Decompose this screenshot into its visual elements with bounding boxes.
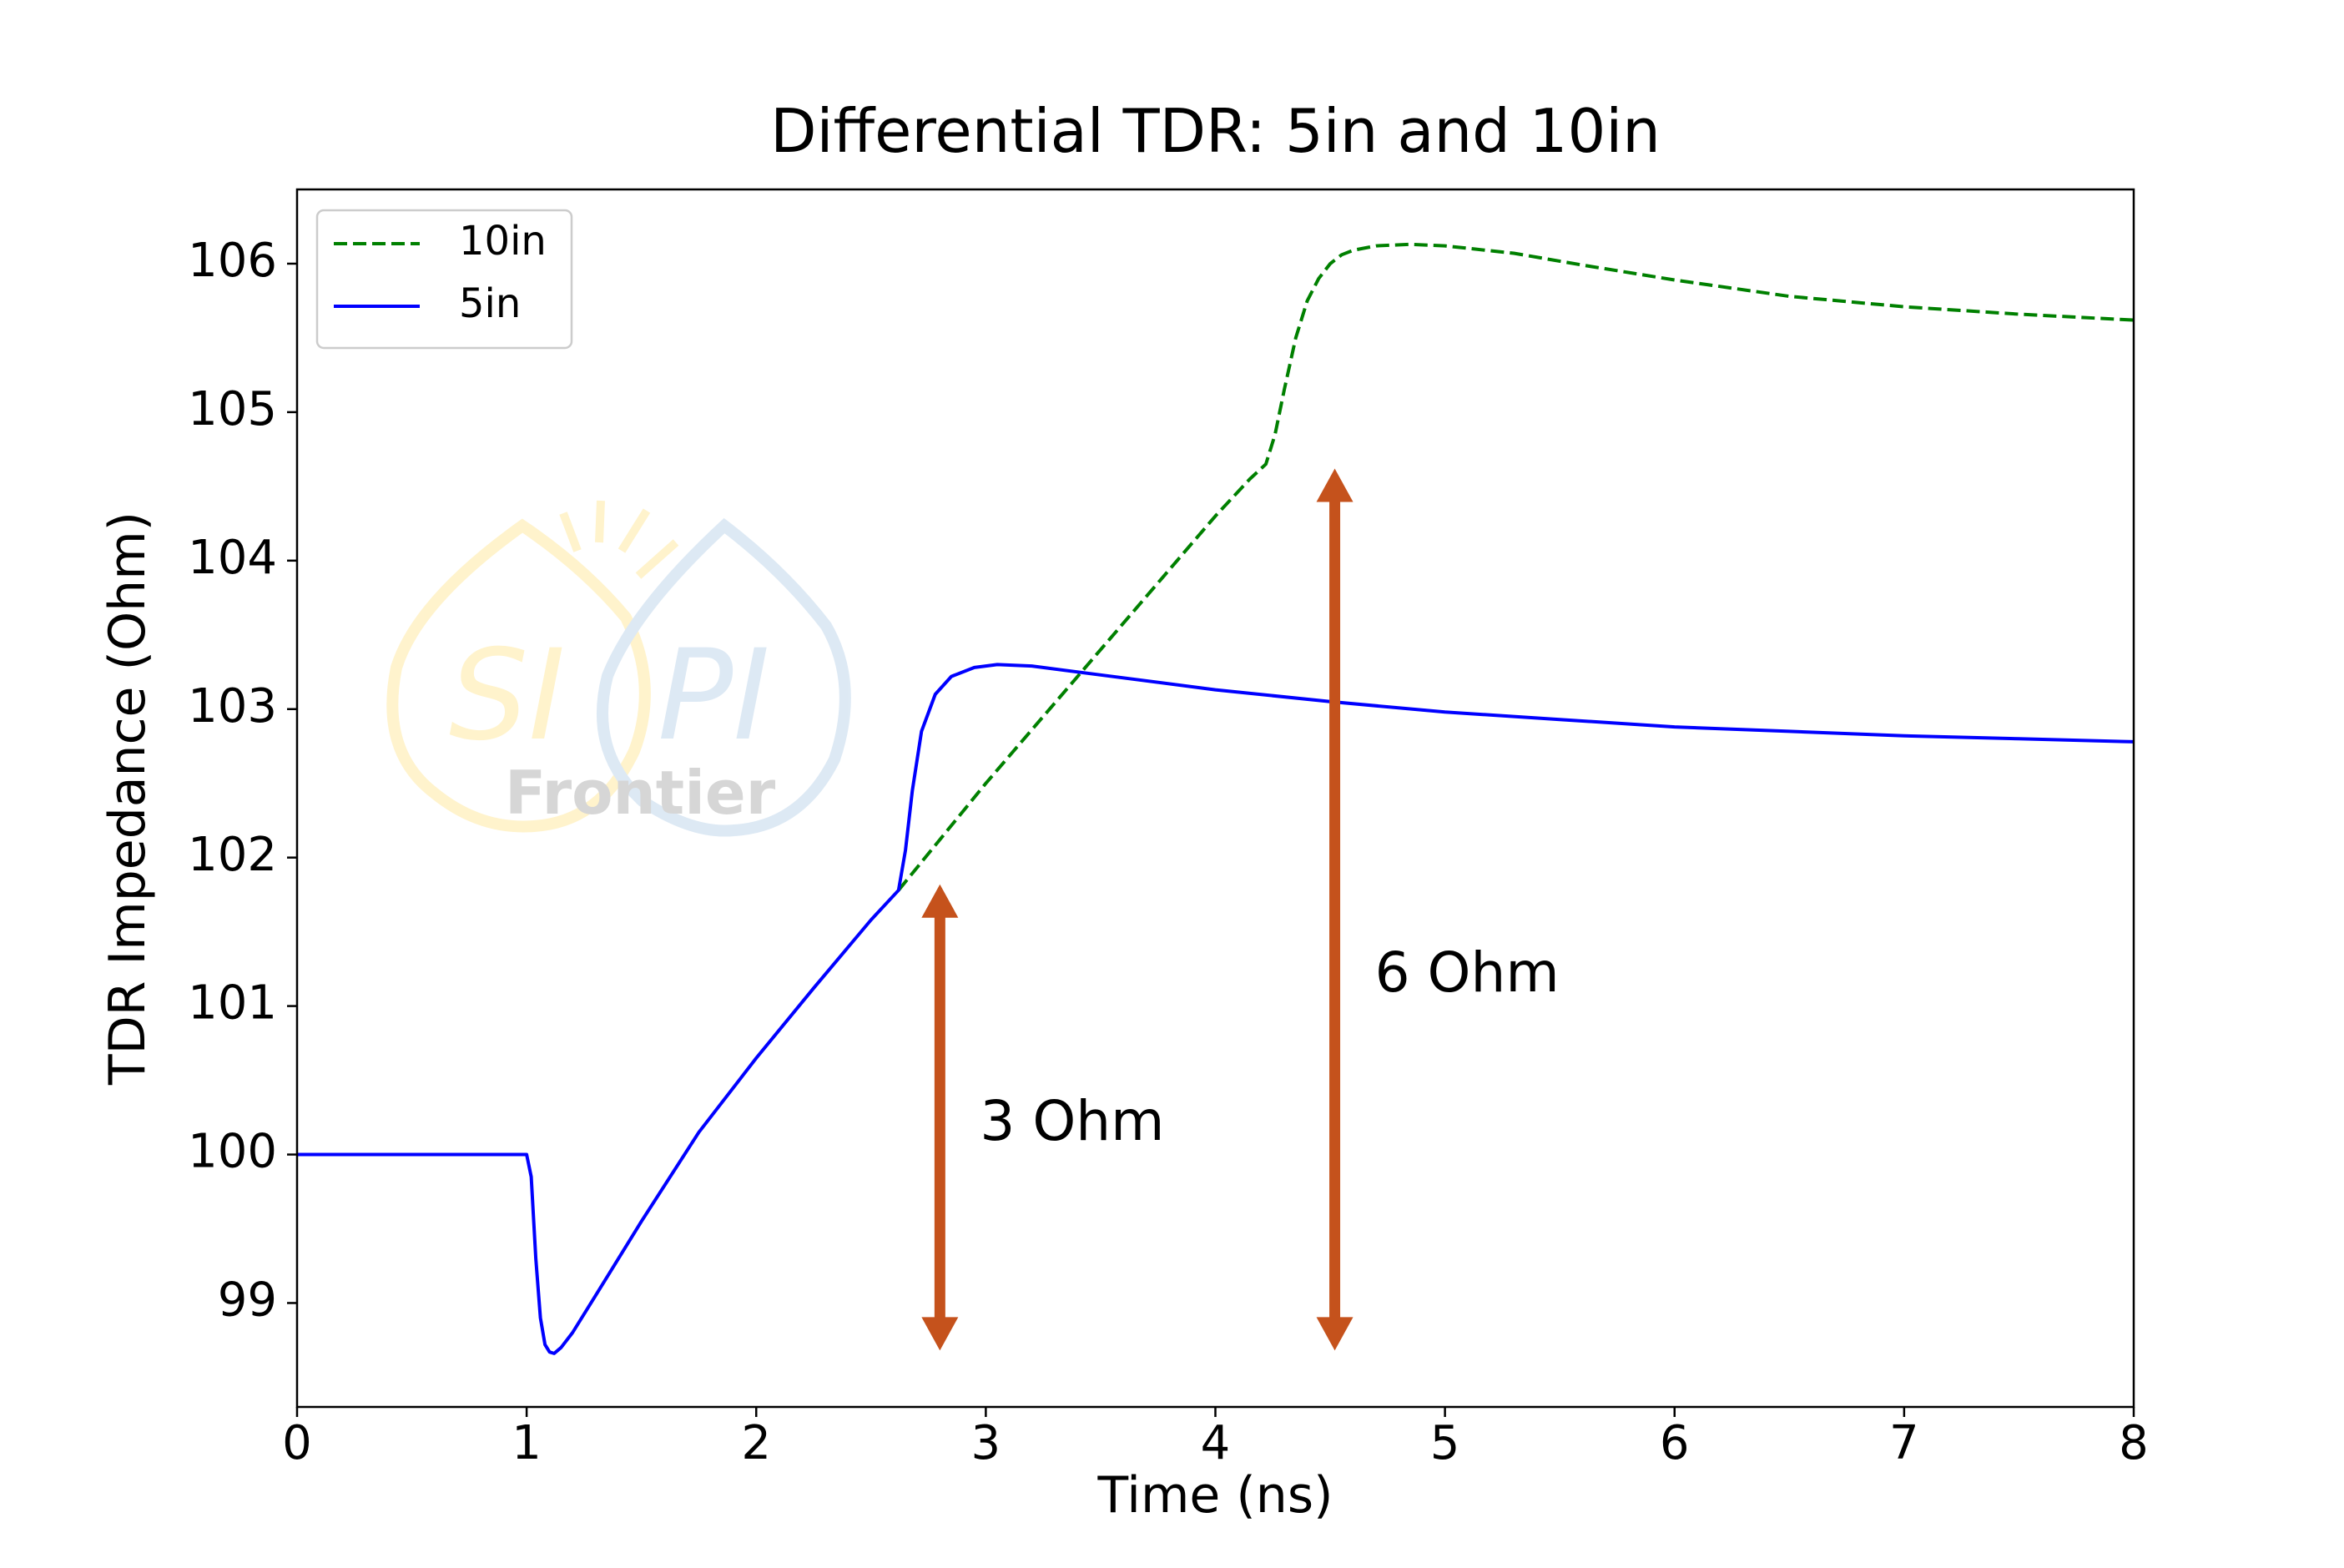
y-tick-label: 100 <box>188 1125 277 1179</box>
annotation-arrow-head-up <box>1316 468 1353 502</box>
y-tick-label: 106 <box>188 234 277 288</box>
y-tick-label: 102 <box>188 828 277 882</box>
x-tick-label: 3 <box>971 1416 1001 1470</box>
x-axis-label: Time (ns) <box>1096 1466 1333 1525</box>
x-tick-label: 7 <box>1889 1416 1919 1470</box>
y-tick-label: 99 <box>218 1273 277 1328</box>
chart-title: Differential TDR: 5in and 10in <box>770 96 1661 166</box>
legend-label: 5in <box>459 280 521 327</box>
legend-label: 10in <box>459 218 547 265</box>
annotation-arrow-head-down <box>1316 1317 1353 1351</box>
y-axis-label: TDR Impedance (Ohm) <box>98 512 157 1086</box>
watermark-ray <box>595 500 605 543</box>
y-tick-label: 101 <box>188 976 277 1031</box>
y-tick-label: 105 <box>188 382 277 436</box>
annotation-arrow-head-up <box>921 884 959 918</box>
annotation-arrow-head-down <box>921 1317 959 1351</box>
y-tick-label: 104 <box>188 531 277 585</box>
x-tick-label: 1 <box>512 1416 542 1470</box>
watermark-pi-drop <box>597 517 851 837</box>
x-tick-label: 0 <box>282 1416 312 1470</box>
x-tick-label: 8 <box>2119 1416 2149 1470</box>
watermark-frontier-text: Frontier <box>505 758 776 828</box>
x-tick-label: 6 <box>1660 1416 1690 1470</box>
annotation-label: 3 Ohm <box>980 1089 1164 1153</box>
legend: 10in 5in <box>315 209 573 350</box>
watermark-ray <box>559 512 582 552</box>
watermark-si-drop <box>386 518 651 833</box>
watermark-logo: SI PI Frontier <box>386 500 851 837</box>
watermark-ray <box>635 539 679 579</box>
x-tick-label: 2 <box>741 1416 771 1470</box>
series-line-5in <box>297 663 2134 1355</box>
watermark-pi-text: PI <box>658 623 770 769</box>
x-tick-label: 5 <box>1430 1416 1460 1470</box>
series-line-10in <box>897 242 2134 892</box>
y-tick-label: 103 <box>188 679 277 734</box>
annotation-label: 6 Ohm <box>1375 940 1560 1005</box>
watermark-ray <box>618 508 651 553</box>
watermark-si-text: SI <box>449 623 565 769</box>
x-tick-label: 4 <box>1201 1416 1231 1470</box>
